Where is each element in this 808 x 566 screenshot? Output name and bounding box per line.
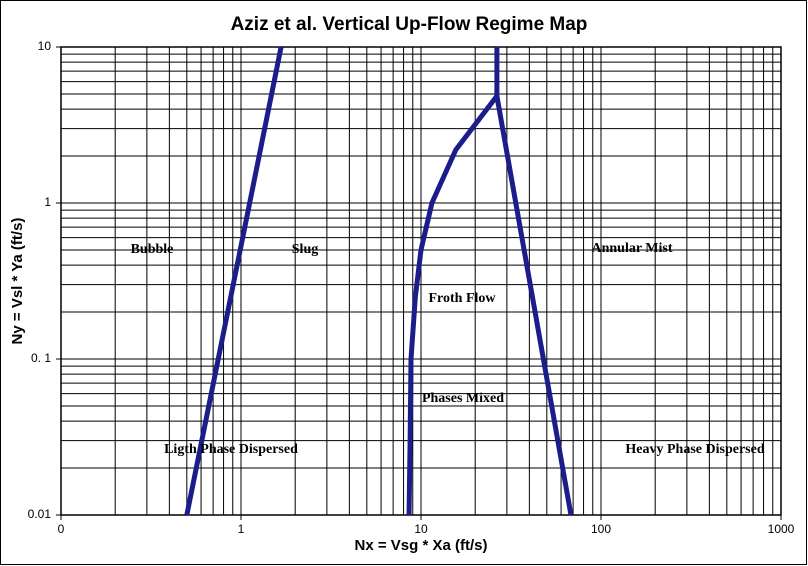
plot-border <box>60 46 782 516</box>
chart-title: Aziz et al. Vertical Up-Flow Regime Map <box>231 14 588 35</box>
x-tick-label: 100 <box>591 522 611 536</box>
region-label: Froth Flow <box>428 291 496 306</box>
regime-boundary <box>494 95 574 516</box>
y-tick-label: 0.01 <box>28 507 52 521</box>
y-axis-title: Ny = Vsl * Ya (ft/s) <box>9 218 26 345</box>
regime-boundary <box>406 47 500 516</box>
x-tick-label: 1000 <box>768 522 795 536</box>
x-tick-label: 0 <box>58 522 65 536</box>
y-tick-label: 1 <box>44 195 51 209</box>
region-label: Phases Mixed <box>422 391 504 406</box>
region-label: Slug <box>292 242 318 257</box>
regime-boundary <box>184 46 284 516</box>
y-tick-label: 10 <box>38 39 52 53</box>
region-label: Annular Mist <box>591 241 672 256</box>
x-axis-title: Nx = Vsg * Xa (ft/s) <box>355 537 488 554</box>
x-tick-label: 10 <box>414 522 428 536</box>
region-label: Bubble <box>131 242 174 257</box>
x-tick-label: 1 <box>238 522 245 536</box>
region-label: Heavy Phase Dispersed <box>625 442 764 457</box>
region-label: Ligth Phase Dispersed <box>164 442 298 457</box>
y-tick-label: 0. 1 <box>31 351 51 365</box>
